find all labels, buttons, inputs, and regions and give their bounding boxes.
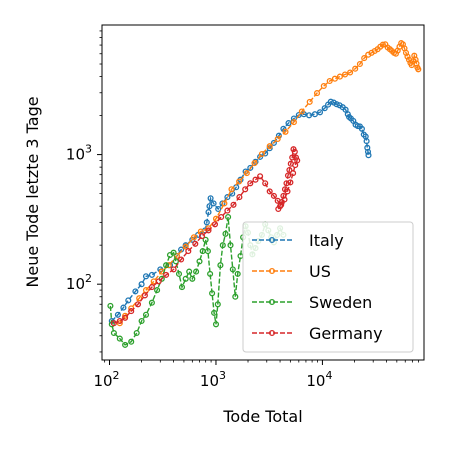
legend: Italy US Sweden Germany [243, 222, 413, 352]
y-tick-label: 102 [66, 272, 92, 293]
data-point-us [307, 100, 312, 105]
data-point-germany [219, 215, 224, 220]
x-tick-label: 103 [200, 369, 226, 390]
data-point-italy [139, 282, 144, 287]
data-point-germany [186, 249, 191, 254]
y-axis-label: Neue Tode letzte 3 Tage [23, 96, 42, 287]
legend-label-sweden: Sweden [309, 293, 372, 312]
legend-label-germany: Germany [309, 324, 383, 343]
x-tick-label: 102 [93, 369, 119, 390]
legend-label-italy: Italy [309, 231, 344, 250]
y-tick-label: 103 [66, 143, 92, 164]
legend-label-us: US [309, 262, 331, 281]
data-point-germany [258, 174, 263, 179]
x-axis-label: Tode Total [222, 407, 302, 426]
x-tick-label: 104 [306, 369, 332, 390]
data-point-germany [243, 187, 248, 192]
data-point-italy [126, 298, 131, 303]
